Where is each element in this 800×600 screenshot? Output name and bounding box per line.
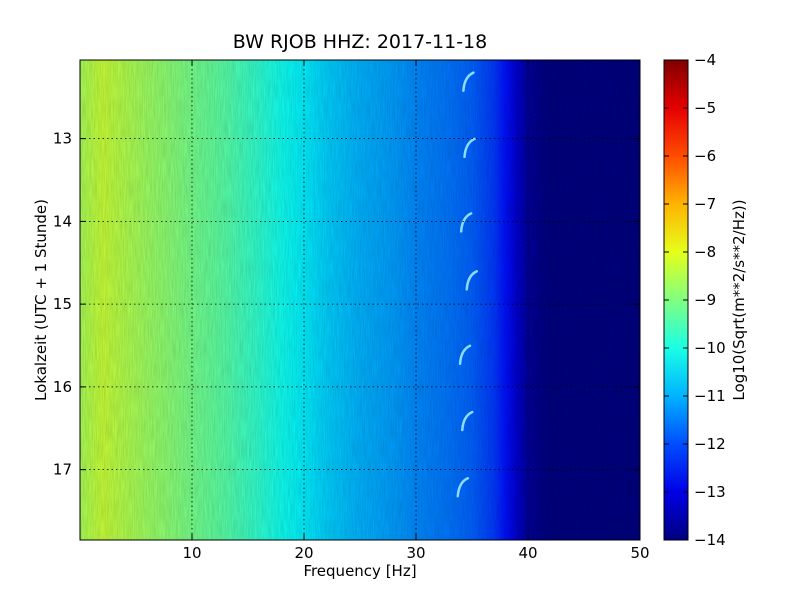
colorbar-tick-label: −11 xyxy=(694,387,726,405)
y-tick-label: 13 xyxy=(53,130,72,148)
transient-mark xyxy=(459,212,473,233)
transient-mark xyxy=(462,71,475,92)
transient-mark xyxy=(458,344,472,366)
y-tick-label: 16 xyxy=(53,378,72,396)
colorbar-tick-label: −8 xyxy=(694,243,716,261)
transient-mark xyxy=(465,270,479,291)
plot-area xyxy=(79,59,641,541)
colorbar-tick-label: −10 xyxy=(694,339,726,357)
chart-title: BW RJOB HHZ: 2017-11-18 xyxy=(233,31,487,53)
transient-mark xyxy=(456,476,470,498)
colorbar: −14 −13 −12 −11 −10 −9 −8 −7 −6 −5 −4 Log10(Sqrt(m… xyxy=(663,51,748,549)
x-axis-label: Frequency [Hz] xyxy=(303,562,416,580)
plot-frame xyxy=(79,59,641,541)
x-tick-label: 30 xyxy=(406,544,425,562)
colorbar-tick-label: −12 xyxy=(694,435,726,453)
colorbar-tick-label: −13 xyxy=(694,483,726,501)
transient-mark xyxy=(461,410,474,432)
y-tick-label: 17 xyxy=(53,461,72,479)
colorbar-tick-label: −4 xyxy=(694,51,716,69)
colorbar-tick-label: −14 xyxy=(694,531,726,549)
colorbar-tick-label: −6 xyxy=(694,147,716,165)
x-tick-label: 10 xyxy=(182,544,201,562)
colorbar-tick-label: −9 xyxy=(694,291,716,309)
y-tick-label: 15 xyxy=(53,295,72,313)
x-tick-label: 40 xyxy=(518,544,537,562)
colorbar-tick-label: −7 xyxy=(694,195,716,213)
spectrogram-texture xyxy=(80,60,640,540)
colorbar-tick-label: −5 xyxy=(694,99,716,117)
colorbar-label: Log10(Sqrt(m**2/s**2/Hz)) xyxy=(730,199,748,400)
x-tick-label: 20 xyxy=(294,544,313,562)
y-axis-label: Lokalzeit (UTC + 1 Stunde) xyxy=(32,199,50,401)
x-tick-label: 50 xyxy=(630,544,649,562)
transient-mark xyxy=(463,137,476,159)
y-tick-label: 14 xyxy=(53,212,72,230)
